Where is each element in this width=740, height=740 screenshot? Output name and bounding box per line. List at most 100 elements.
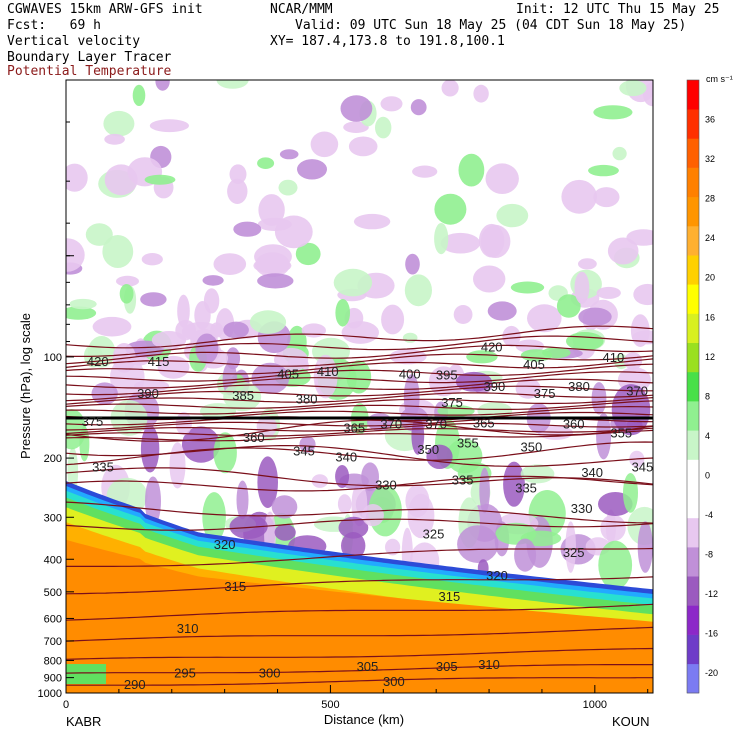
w-blob xyxy=(341,321,379,344)
colorbar-tick-label: 12 xyxy=(705,352,715,362)
w-blob xyxy=(410,99,427,116)
colorbar-swatch xyxy=(687,401,699,431)
w-blob xyxy=(477,402,513,420)
bl-tracer-core xyxy=(66,539,653,693)
colorbar-swatch xyxy=(687,605,699,635)
theta-label: 330 xyxy=(375,478,397,493)
w-blob xyxy=(565,521,576,573)
w-blob xyxy=(337,494,352,514)
theta-contours xyxy=(66,325,653,686)
theta-label: 340 xyxy=(581,465,603,480)
theta-line xyxy=(66,603,653,621)
theta-line xyxy=(66,397,653,409)
center-name: NCAR/MMM xyxy=(270,2,333,17)
w-blob xyxy=(119,284,134,304)
w-blob xyxy=(412,165,438,178)
w-blob xyxy=(607,237,639,265)
theta-line xyxy=(66,664,653,674)
w-blob xyxy=(69,298,97,310)
w-blob xyxy=(177,294,190,328)
colorbar-tick-label: 4 xyxy=(705,431,710,441)
theta-label: 410 xyxy=(317,364,339,379)
w-blob xyxy=(257,157,275,169)
w-blob xyxy=(229,514,268,539)
theta-line xyxy=(66,429,653,442)
y-tick-label: 700 xyxy=(44,636,62,648)
w-blob xyxy=(229,164,247,184)
w-blob xyxy=(633,283,653,306)
w-blob xyxy=(297,159,327,180)
w-blob xyxy=(149,119,189,133)
theta-label: 300 xyxy=(259,666,281,681)
w-blob xyxy=(333,268,373,297)
theta-line xyxy=(66,475,653,492)
model-title: CGWAVES 15km ARW-GFS init xyxy=(7,2,203,17)
w-blob xyxy=(278,179,298,196)
colorbar-tick-label: 32 xyxy=(705,154,715,164)
colorbar-swatch xyxy=(687,109,699,139)
w-blob xyxy=(578,307,612,326)
right-endpoint-label: KOUN xyxy=(612,714,650,729)
theta-label: 335 xyxy=(452,473,474,488)
w-blob xyxy=(223,382,262,412)
theta-label: 410 xyxy=(602,350,624,365)
theta-line xyxy=(66,335,653,357)
w-blob xyxy=(79,426,90,462)
colorbar-swatch xyxy=(687,80,699,110)
field-boundary-layer-tracer: Boundary Layer Tracer xyxy=(7,50,172,65)
theta-label: 340 xyxy=(335,450,357,465)
w-blob xyxy=(566,332,604,351)
w-blob xyxy=(140,425,160,473)
theta-label: 375 xyxy=(534,386,556,401)
w-blob xyxy=(385,538,401,556)
colorbar-tick-label: 16 xyxy=(705,312,715,322)
colorbar-tick-label: 0 xyxy=(705,470,710,480)
w-blob xyxy=(434,193,467,225)
theta-line xyxy=(66,518,653,531)
forecast-hour: Fcst: 69 h xyxy=(7,18,101,33)
w-blob xyxy=(466,350,498,364)
theta-label: 325 xyxy=(423,526,445,541)
theta-line xyxy=(66,358,653,375)
theta-label: 380 xyxy=(568,379,590,394)
y-tick-label: 600 xyxy=(44,613,62,625)
theta-line xyxy=(66,422,653,435)
x-axis-label: Distance (km) xyxy=(324,712,404,727)
w-blob xyxy=(381,304,405,335)
w-blob xyxy=(561,179,597,214)
colorbar-swatch xyxy=(687,488,699,519)
w-blob xyxy=(619,80,647,97)
w-blob xyxy=(503,461,525,507)
theta-label: 375 xyxy=(441,395,463,410)
theta-label: 355 xyxy=(610,426,632,441)
theta-line xyxy=(66,626,653,642)
w-blob xyxy=(279,149,299,160)
colorbar: 36 32 28 24 20 16 12 8 4 0 -4 -8 -12 -16 -20 xyxy=(686,79,718,694)
theta-line xyxy=(66,647,653,660)
theta-label: 345 xyxy=(632,460,654,475)
theta-label: 330 xyxy=(571,501,593,516)
w-blob xyxy=(458,153,485,187)
w-blob xyxy=(145,476,161,526)
colorbar-swatch xyxy=(687,459,699,489)
w-blob xyxy=(612,146,627,161)
w-blob xyxy=(600,514,626,542)
w-blob xyxy=(407,493,435,539)
colorbar-tick-label: -16 xyxy=(705,629,718,639)
theta-label: 335 xyxy=(515,481,537,496)
cross-section-endpoints: XY= 187.4,173.8 to 191.8,100.1 xyxy=(270,34,505,49)
w-blob xyxy=(103,110,135,137)
w-blob xyxy=(473,265,506,293)
theta-label: 335 xyxy=(92,460,114,475)
w-blob xyxy=(623,473,638,513)
colorbar-tick-label: -8 xyxy=(705,550,713,560)
theta-label: 290 xyxy=(124,677,146,692)
theta-label: 350 xyxy=(417,442,439,457)
colorbar-swatch xyxy=(687,226,699,256)
colorbar-swatch xyxy=(687,284,699,314)
theta-label: 355 xyxy=(457,436,479,451)
bl-tracer-patch xyxy=(66,664,106,685)
colorbar-tick-label: -20 xyxy=(705,668,718,678)
w-blob xyxy=(502,325,521,347)
